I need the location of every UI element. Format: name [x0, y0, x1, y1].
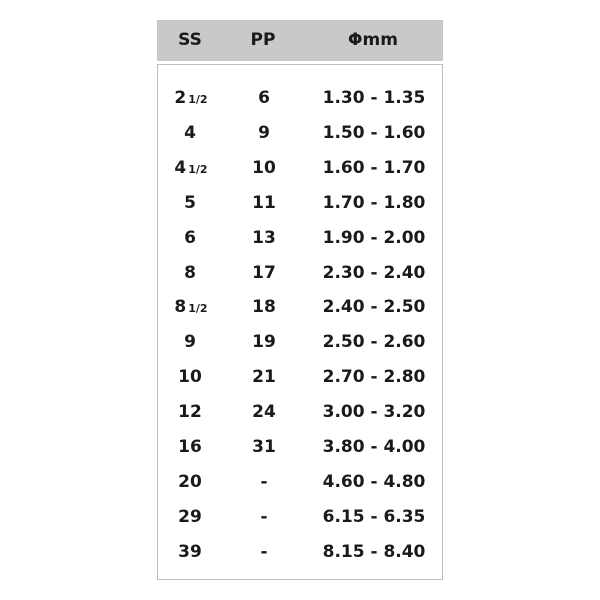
header-pp: PP [250, 30, 276, 50]
ss-value: 29 [178, 506, 202, 527]
mm-cell: 1.60 - 1.70 [322, 157, 426, 178]
ss-cell: 8 [184, 256, 198, 292]
ss-cell: 2 1/2 [174, 81, 207, 117]
pp-cell: 10 [252, 157, 276, 178]
ss-cell: 29 [178, 500, 204, 536]
header-ss: SS [178, 30, 202, 50]
mm-cell: 1.90 - 2.00 [322, 227, 426, 248]
size-table-body: 2 1/2 6 1.30 - 1.35 4 9 1.50 - 1.60 4 1/2 10 1.60 … [157, 64, 443, 580]
mm-cell: 2.30 - 2.40 [322, 262, 426, 283]
mm-cell: 3.80 - 4.00 [322, 437, 426, 457]
mm-cell: 1.50 - 1.60 [322, 122, 426, 143]
ss-value: 8 [184, 262, 196, 283]
ss-value: 39 [178, 541, 202, 562]
ss-value: 4 [174, 157, 187, 178]
pp-cell: 24 [252, 402, 276, 423]
ss-cell: 20 [178, 465, 204, 501]
mm-cell: 2.50 - 2.60 [322, 332, 426, 353]
ss-fraction: 1/2 [188, 302, 208, 316]
pp-cell: 11 [252, 192, 276, 213]
table-header: SS PP Φmm [157, 20, 443, 61]
table-row: 6 13 1.90 - 2.00 [158, 221, 442, 256]
mm-cell: 2.70 - 2.80 [322, 367, 426, 388]
mm-cell: 1.70 - 1.80 [322, 192, 426, 213]
table-row: 16 31 3.80 - 4.00 [158, 430, 442, 465]
table-row: 4 9 1.50 - 1.60 [158, 116, 442, 151]
ss-value: 5 [184, 192, 196, 213]
ss-value: 12 [178, 402, 202, 423]
ss-cell: 12 [178, 395, 204, 431]
table-row: 12 24 3.00 - 3.20 [158, 395, 442, 430]
ss-cell: 10 [178, 360, 204, 396]
pp-cell: 18 [252, 297, 276, 318]
mm-cell: 8.15 - 8.40 [322, 541, 426, 562]
ss-cell: 9 [184, 325, 198, 361]
pp-cell: - [260, 541, 268, 562]
ss-value: 10 [178, 367, 202, 388]
pp-cell: - [260, 506, 268, 527]
mm-cell: 1.30 - 1.35 [322, 88, 426, 108]
pp-cell: 21 [252, 367, 276, 388]
mm-cell: 4.60 - 4.80 [322, 471, 426, 492]
ss-value: 6 [184, 227, 196, 248]
ss-cell: 6 [184, 221, 198, 257]
mm-cell: 3.00 - 3.20 [322, 402, 426, 423]
mm-cell: 6.15 - 6.35 [322, 506, 426, 527]
table-row: 29 - 6.15 - 6.35 [158, 500, 442, 535]
table-row: 20 - 4.60 - 4.80 [158, 465, 442, 500]
ss-value: 8 [174, 297, 187, 318]
ss-cell: 8 1/2 [174, 290, 207, 326]
ss-cell: 5 [184, 186, 198, 222]
table-row: 39 - 8.15 - 8.40 [158, 535, 442, 570]
pp-cell: - [260, 471, 268, 492]
pp-cell: 31 [252, 437, 276, 457]
ss-value: 20 [178, 471, 202, 492]
ss-fraction: 1/2 [188, 93, 208, 106]
table-row: 8 17 2.30 - 2.40 [158, 256, 442, 291]
pp-cell: 17 [252, 262, 276, 283]
ss-value: 2 [174, 88, 187, 108]
pp-cell: 19 [252, 332, 276, 353]
ss-cell: 39 [178, 535, 204, 571]
ss-value: 9 [184, 332, 196, 353]
table-row: 8 1/2 18 2.40 - 2.50 [158, 290, 442, 325]
table-row: 2 1/2 6 1.30 - 1.35 [158, 81, 442, 116]
pp-cell: 9 [258, 122, 270, 143]
ss-fraction: 1/2 [188, 162, 208, 176]
ss-cell: 4 [184, 116, 198, 152]
ss-cell: 4 1/2 [174, 151, 207, 187]
table-row: 4 1/2 10 1.60 - 1.70 [158, 151, 442, 186]
pp-cell: 6 [258, 88, 270, 108]
table-row: 10 21 2.70 - 2.80 [158, 360, 442, 395]
table-row: 5 11 1.70 - 1.80 [158, 186, 442, 221]
ss-value: 16 [178, 437, 202, 457]
ss-cell: 16 [178, 430, 204, 466]
table-row: 9 19 2.50 - 2.60 [158, 325, 442, 360]
ss-value: 4 [184, 122, 196, 143]
pp-cell: 13 [252, 227, 276, 248]
header-mm: Φmm [348, 30, 398, 50]
mm-cell: 2.40 - 2.50 [322, 297, 426, 318]
